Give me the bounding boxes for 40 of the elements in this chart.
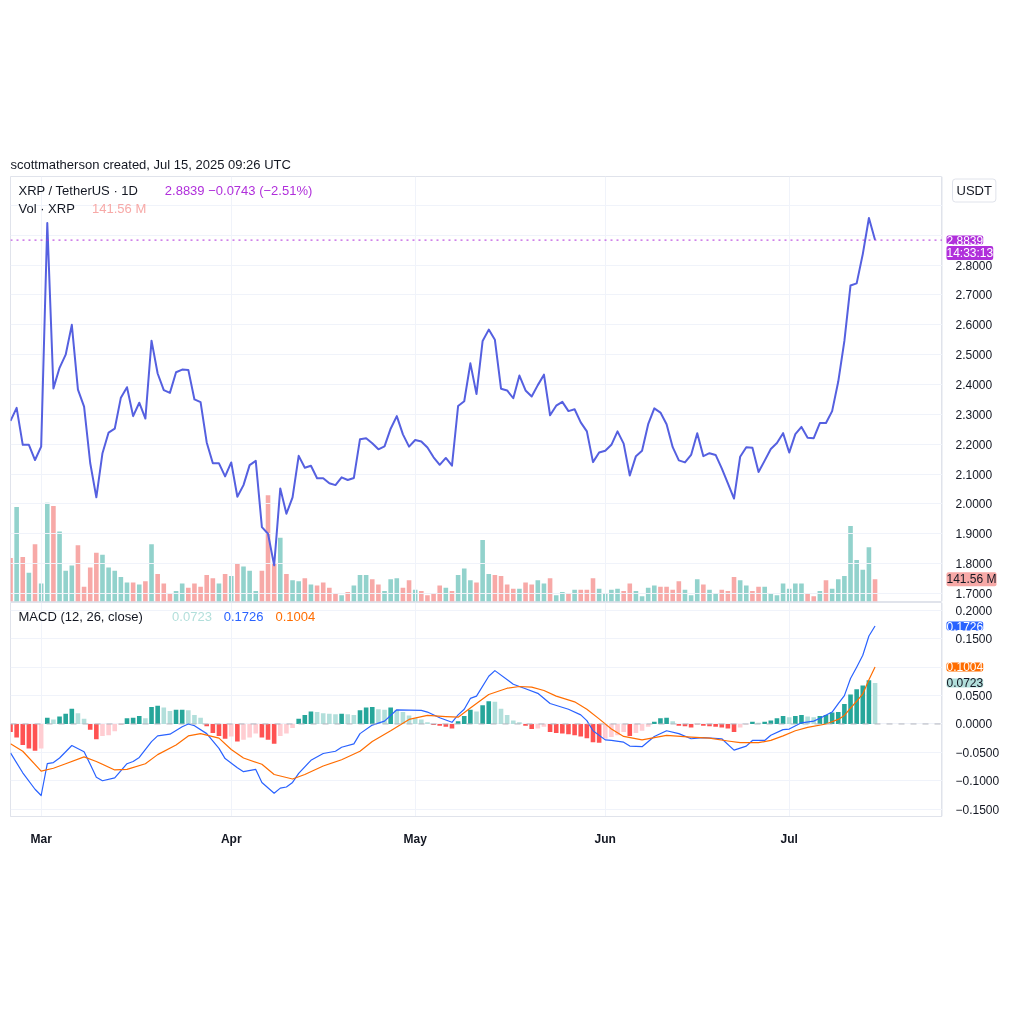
x-tick-label: Apr xyxy=(220,831,242,846)
text: 141.56 M xyxy=(946,572,997,587)
y-tick-label: 2.6000 xyxy=(955,318,993,333)
text: XRP / TetherUS · 1D xyxy=(18,183,138,198)
x-tick-label: May xyxy=(403,831,428,846)
y-tick-label: 0.0500 xyxy=(955,689,993,704)
y-tick-label: 2.5000 xyxy=(955,348,993,363)
y-tick-label: 2.8000 xyxy=(955,258,993,273)
y-tick-label: 0.2000 xyxy=(955,603,993,618)
x-tick-label: Jun xyxy=(594,831,616,846)
y-tick-label: −0.1500 xyxy=(955,802,1000,817)
x-tick-label: Mar xyxy=(30,831,53,846)
text: 0.1004 xyxy=(946,660,984,675)
text: 14:33:13 xyxy=(946,246,994,261)
y-tick-label: −0.1000 xyxy=(955,774,1000,789)
ref-line-label: 2.8839 xyxy=(946,233,984,248)
y-tick-label: 0.1500 xyxy=(955,632,993,647)
y-axis-title: USDT xyxy=(956,183,992,198)
annotation: 0.0723 xyxy=(172,609,212,624)
text: scottmatherson created, Jul 15, 2025 09:26 UTC xyxy=(10,156,291,172)
y-tick-label: 2.4000 xyxy=(955,378,993,393)
y-tick-label: 1.7000 xyxy=(955,586,993,601)
y-tick-label: 2.0000 xyxy=(955,497,993,512)
text: MACD (12, 26, close) xyxy=(18,609,143,624)
text: 0.0723 xyxy=(946,676,984,691)
y-tick-label: 2.3000 xyxy=(955,407,993,422)
y-tick-label: 0.0000 xyxy=(955,717,993,732)
y-tick-label: 2.7000 xyxy=(955,288,993,303)
annotation: 0.1004 xyxy=(275,609,316,624)
text: 2.8839 −0.0743 (−2.51%) xyxy=(164,183,313,198)
chart-title: Vol · XRP xyxy=(18,201,75,216)
y-tick-label: −0.0500 xyxy=(955,745,1000,760)
y-tick-label: 1.8000 xyxy=(955,557,993,572)
y-tick-label: 2.1000 xyxy=(955,467,993,482)
y-tick-label: 2.2000 xyxy=(955,437,993,452)
text: 141.56 M xyxy=(92,201,147,216)
text: 0.1726 xyxy=(946,619,984,634)
y-tick-label: 1.9000 xyxy=(955,527,993,542)
x-tick-label: Jul xyxy=(780,831,798,846)
annotation: 0.1726 xyxy=(223,609,264,624)
